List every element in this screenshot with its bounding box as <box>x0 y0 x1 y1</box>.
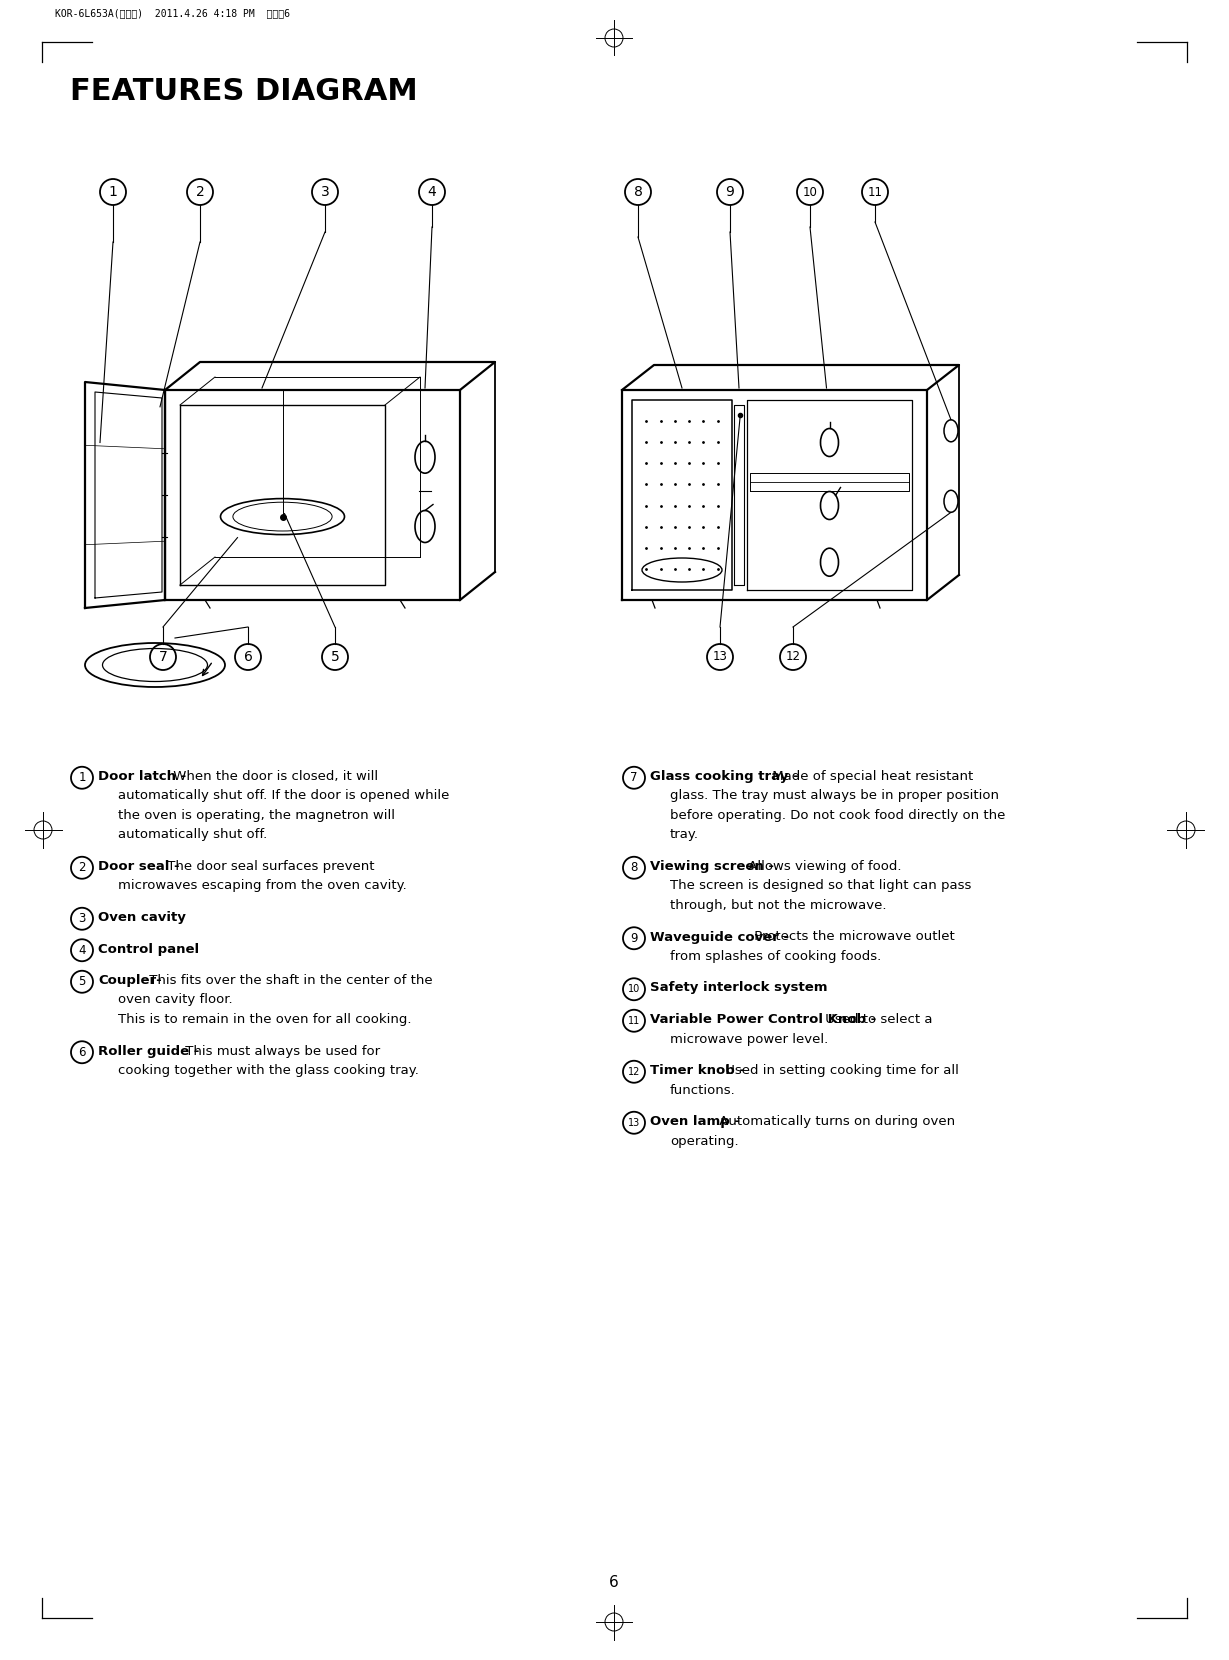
Text: Oven lamp -: Oven lamp - <box>650 1116 740 1129</box>
Text: 8: 8 <box>634 184 643 199</box>
Text: automatically shut off.: automatically shut off. <box>118 828 267 842</box>
Text: Door latch -: Door latch - <box>98 770 187 784</box>
Text: 4: 4 <box>428 184 436 199</box>
Text: 9: 9 <box>725 184 735 199</box>
Text: Glass cooking tray -: Glass cooking tray - <box>650 770 799 784</box>
Text: cooking together with the glass cooking tray.: cooking together with the glass cooking … <box>118 1064 419 1077</box>
Text: 3: 3 <box>321 184 329 199</box>
Text: microwave power level.: microwave power level. <box>670 1033 828 1046</box>
Text: 6: 6 <box>79 1046 86 1059</box>
Text: 4: 4 <box>79 945 86 956</box>
Text: 12: 12 <box>628 1067 640 1077</box>
Text: functions.: functions. <box>670 1084 736 1097</box>
Text: 11: 11 <box>868 186 882 199</box>
Text: Used to select a: Used to select a <box>821 1013 933 1026</box>
Text: 2: 2 <box>195 184 204 199</box>
Text: When the door is closed, it will: When the door is closed, it will <box>168 770 379 784</box>
Text: 13: 13 <box>713 651 728 664</box>
Text: before operating. Do not cook food directly on the: before operating. Do not cook food direc… <box>670 808 1005 822</box>
Text: This is to remain in the oven for all cooking.: This is to remain in the oven for all co… <box>118 1013 412 1026</box>
Text: 2: 2 <box>79 862 86 875</box>
Text: 5: 5 <box>331 651 339 664</box>
Text: This fits over the shaft in the center of the: This fits over the shaft in the center o… <box>145 974 433 988</box>
Text: Automatically turns on during oven: Automatically turns on during oven <box>715 1116 955 1129</box>
Text: 9: 9 <box>630 931 638 945</box>
Text: 7: 7 <box>159 651 167 664</box>
Text: through, but not the microwave.: through, but not the microwave. <box>670 900 886 911</box>
Text: 11: 11 <box>628 1016 640 1026</box>
Text: glass. The tray must always be in proper position: glass. The tray must always be in proper… <box>670 790 999 802</box>
Text: The screen is designed so that light can pass: The screen is designed so that light can… <box>670 880 971 893</box>
Text: Allows viewing of food.: Allows viewing of food. <box>745 860 902 873</box>
Text: This must always be used for: This must always be used for <box>181 1044 380 1057</box>
Text: from splashes of cooking foods.: from splashes of cooking foods. <box>670 950 881 963</box>
Text: Made of special heat resistant: Made of special heat resistant <box>768 770 973 784</box>
Text: tray.: tray. <box>670 828 699 842</box>
Text: Door seal -: Door seal - <box>98 860 179 873</box>
Text: 7: 7 <box>630 772 638 784</box>
Text: operating.: operating. <box>670 1134 739 1147</box>
Text: microwaves escaping from the oven cavity.: microwaves escaping from the oven cavity… <box>118 880 407 893</box>
Text: Protects the microwave outlet: Protects the microwave outlet <box>750 931 955 943</box>
Text: oven cavity floor.: oven cavity floor. <box>118 993 232 1006</box>
Text: 6: 6 <box>243 651 252 664</box>
Text: Roller guide -: Roller guide - <box>98 1044 199 1057</box>
Text: Control panel: Control panel <box>98 943 199 956</box>
Text: 10: 10 <box>803 186 817 199</box>
Text: 6: 6 <box>610 1574 619 1590</box>
Text: Variable Power Control Knob -: Variable Power Control Knob - <box>650 1013 876 1026</box>
Text: automatically shut off. If the door is opened while: automatically shut off. If the door is o… <box>118 790 450 802</box>
Text: Timer knob -: Timer knob - <box>650 1064 745 1077</box>
Text: KOR-6L653A(영기본)  2011.4.26 4:18 PM  페이지6: KOR-6L653A(영기본) 2011.4.26 4:18 PM 페이지6 <box>55 8 290 18</box>
Text: the oven is operating, the magnetron will: the oven is operating, the magnetron wil… <box>118 808 395 822</box>
Text: 1: 1 <box>79 772 86 784</box>
Text: 13: 13 <box>628 1117 640 1127</box>
Text: Coupler-: Coupler- <box>98 974 162 988</box>
Text: 5: 5 <box>79 974 86 988</box>
Text: Viewing screen -: Viewing screen - <box>650 860 774 873</box>
Text: Oven cavity: Oven cavity <box>98 911 186 925</box>
Text: The door seal surfaces prevent: The door seal surfaces prevent <box>163 860 375 873</box>
Text: Safety interlock system: Safety interlock system <box>650 981 827 994</box>
Text: Waveguide cover -: Waveguide cover - <box>650 931 789 943</box>
Text: 3: 3 <box>79 913 86 925</box>
Text: FEATURES DIAGRAM: FEATURES DIAGRAM <box>70 76 418 106</box>
Text: 12: 12 <box>785 651 800 664</box>
Text: Used in setting cooking time for all: Used in setting cooking time for all <box>720 1064 959 1077</box>
Text: 8: 8 <box>630 862 638 875</box>
Text: 10: 10 <box>628 984 640 994</box>
Text: 1: 1 <box>108 184 118 199</box>
